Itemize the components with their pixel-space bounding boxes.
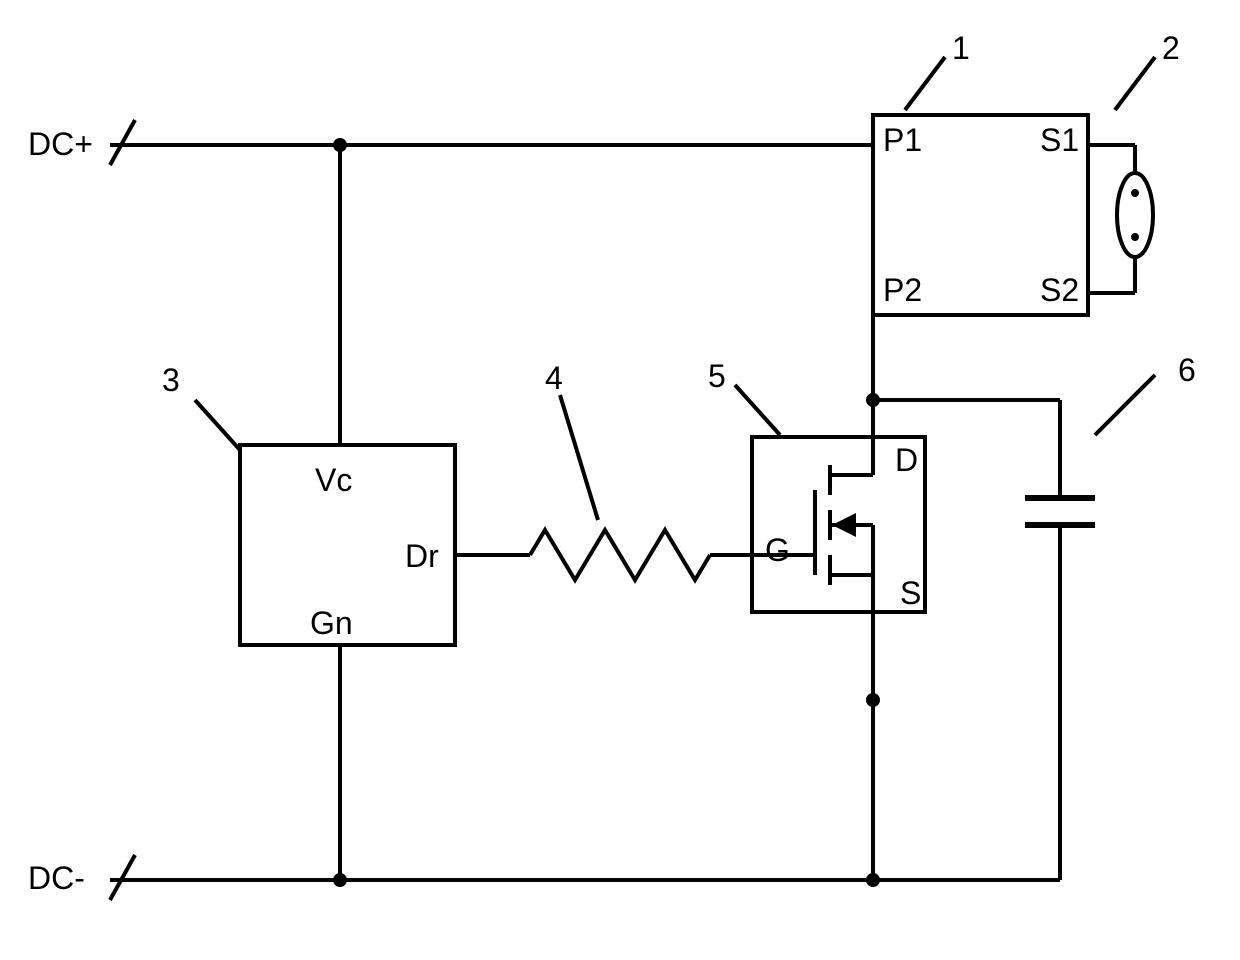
block3-dr: Dr [405, 538, 439, 575]
transformer-p2: P2 [883, 272, 922, 309]
ref-1: 1 [952, 30, 970, 67]
transformer-s2: S2 [1040, 272, 1079, 309]
ref-2: 2 [1162, 30, 1180, 67]
ref-3: 3 [162, 362, 180, 399]
block3-vc: Vc [315, 462, 352, 499]
ref-4: 4 [545, 360, 563, 397]
ref-6: 6 [1178, 352, 1196, 389]
dc-plus-label: DC+ [28, 126, 93, 163]
ref-5: 5 [708, 358, 726, 395]
dc-minus-label: DC- [28, 860, 85, 897]
mosfet-g: G [765, 532, 790, 569]
transformer-p1: P1 [883, 122, 922, 159]
transformer-s1: S1 [1040, 122, 1079, 159]
mosfet-d: D [895, 442, 918, 479]
mosfet-s: S [900, 575, 921, 612]
block3-gn: Gn [310, 605, 353, 642]
